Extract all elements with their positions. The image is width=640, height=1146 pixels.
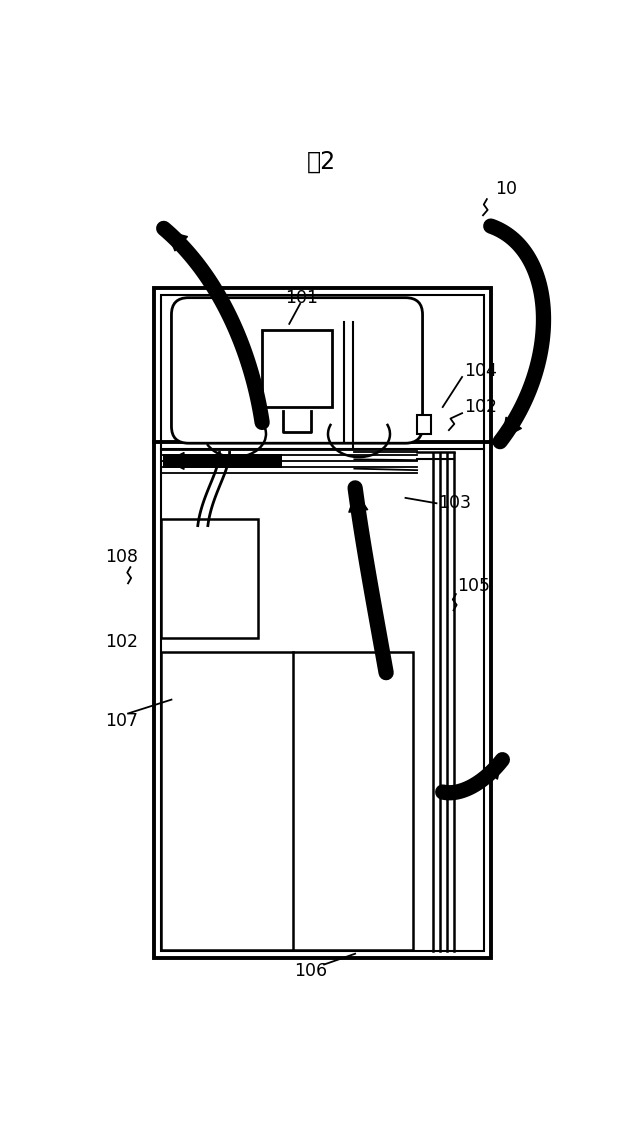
Text: 107: 107	[105, 712, 138, 730]
Text: 102: 102	[463, 398, 497, 416]
Bar	[161, 519, 259, 638]
Text: 106: 106	[294, 961, 328, 980]
Text: 101: 101	[285, 289, 318, 307]
Text: 108: 108	[105, 548, 138, 566]
Bar	[161, 652, 413, 950]
FancyBboxPatch shape	[172, 298, 422, 444]
Text: 105: 105	[458, 576, 490, 595]
Text: 102: 102	[105, 633, 138, 651]
Bar	[417, 415, 431, 434]
Bar	[262, 330, 332, 407]
Text: 囲2: 囲2	[307, 150, 337, 174]
Text: 103: 103	[438, 494, 471, 512]
Text: 104: 104	[463, 362, 497, 379]
Text: 10: 10	[495, 180, 517, 198]
